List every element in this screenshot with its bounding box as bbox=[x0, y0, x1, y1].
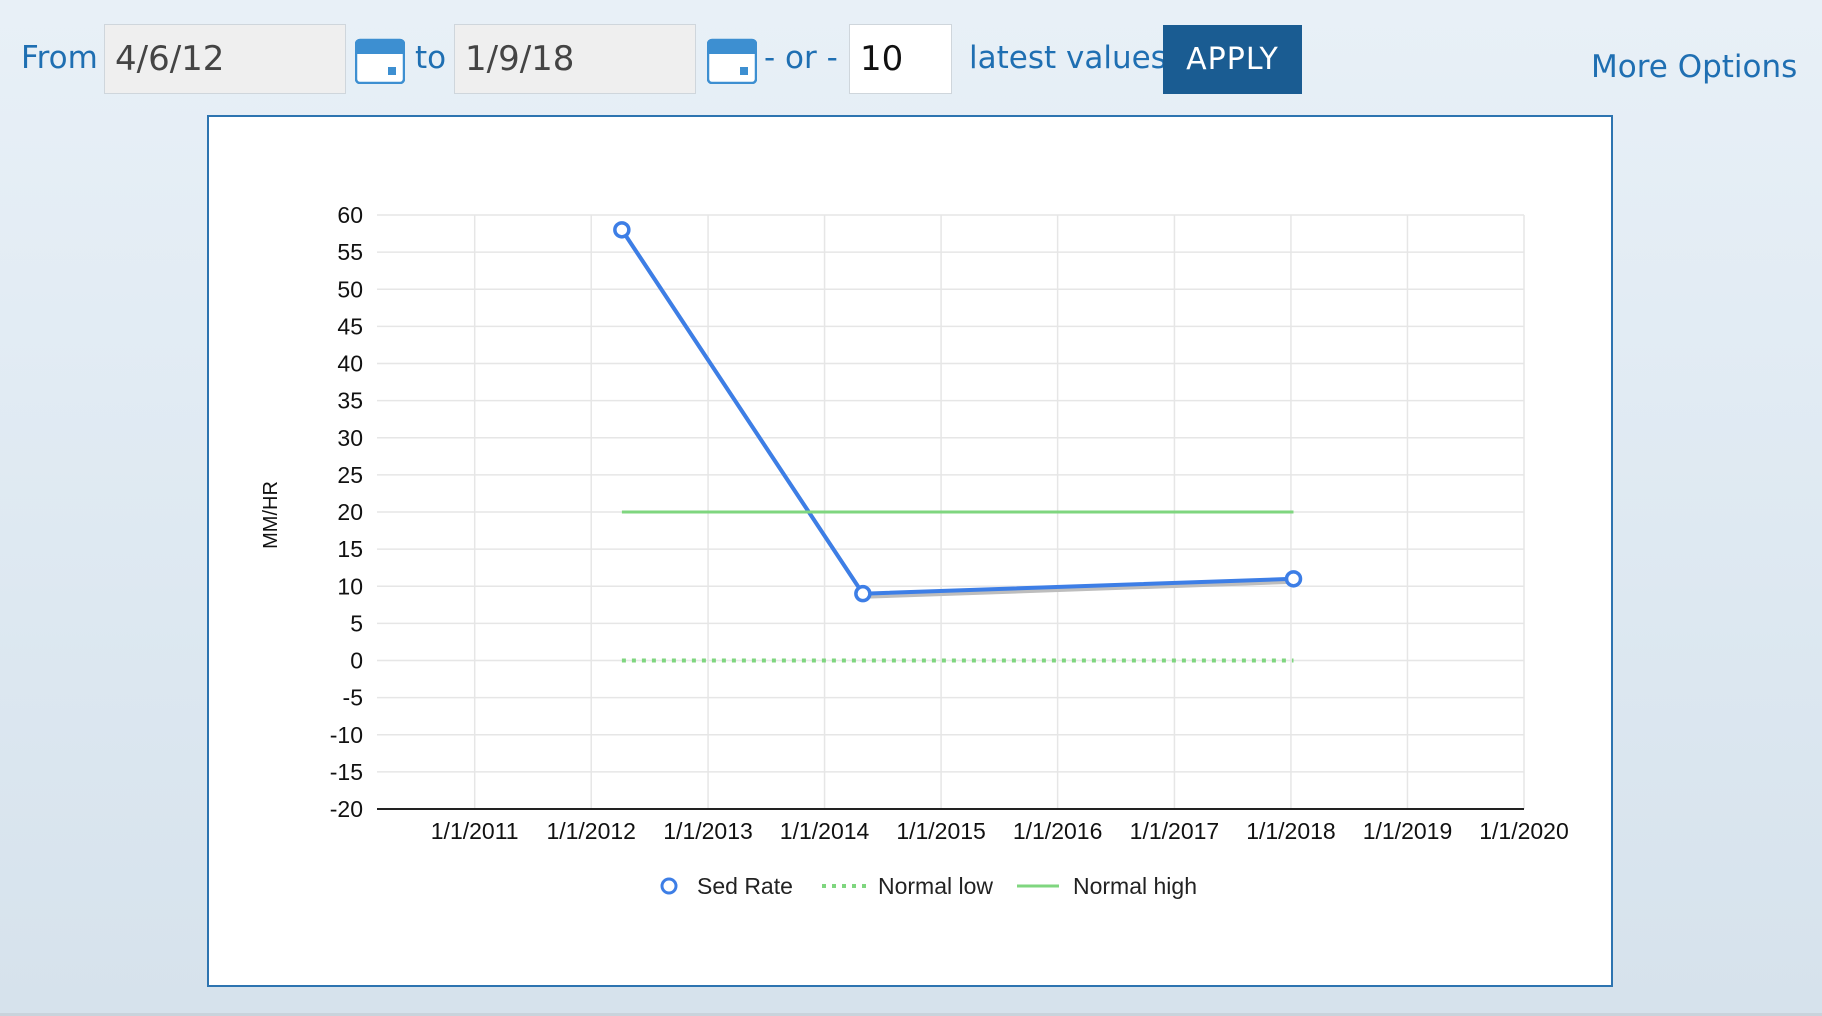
x-tick-label: 1/1/2012 bbox=[546, 818, 636, 844]
x-tick-label: 1/1/2019 bbox=[1363, 818, 1453, 844]
calendar-icon[interactable] bbox=[354, 36, 406, 85]
chart-panel: 60 55 50 45 40 35 30 25 20 15 10 5 0 -5 -10 -15 -20 1/1/… bbox=[207, 115, 1613, 987]
y-tick-label: 15 bbox=[337, 536, 363, 562]
x-tick-label: 1/1/2011 bbox=[431, 818, 519, 844]
chart-grid bbox=[377, 214, 1525, 809]
legend-label-normal-low: Normal low bbox=[878, 873, 993, 899]
y-tick-label: -10 bbox=[330, 722, 363, 748]
y-tick-label: -15 bbox=[330, 759, 363, 785]
x-tick-label: 1/1/2018 bbox=[1246, 818, 1336, 844]
chart-legend: Sed Rate Normal low Normal high bbox=[660, 873, 1197, 899]
y-tick-label: 45 bbox=[337, 313, 363, 339]
data-point bbox=[854, 584, 872, 603]
latest-values-label: latest values bbox=[969, 40, 1167, 76]
latest-count-input[interactable]: 10 bbox=[849, 24, 952, 94]
sed-rate-shadow bbox=[622, 231, 1296, 599]
sed-rate-line bbox=[620, 228, 1294, 596]
y-tick-label: 25 bbox=[337, 462, 363, 488]
y-tick-label: 40 bbox=[337, 351, 363, 377]
x-tick-label: 1/1/2017 bbox=[1130, 818, 1220, 844]
x-tick-label: 1/1/2014 bbox=[780, 818, 870, 844]
y-tick-label: 50 bbox=[337, 276, 363, 302]
y-tick-label: 30 bbox=[337, 425, 363, 451]
y-tick-label: -20 bbox=[330, 796, 363, 822]
filter-bar: From 4/6/12 to 1/9/18 - or - 10 latest v… bbox=[0, 0, 1822, 110]
y-tick-label: 60 bbox=[337, 202, 363, 228]
y-tick-label: 55 bbox=[337, 239, 363, 265]
calendar-icon[interactable] bbox=[706, 36, 758, 85]
from-label: From bbox=[21, 40, 98, 76]
y-tick-label: 35 bbox=[337, 388, 363, 414]
y-tick-label: 5 bbox=[350, 610, 363, 636]
from-date-input[interactable]: 4/6/12 bbox=[104, 24, 346, 94]
chart-series bbox=[613, 221, 1303, 663]
y-tick-label: -5 bbox=[343, 685, 363, 711]
x-axis-ticks: 1/1/2011 1/1/2012 1/1/2013 1/1/2014 1/1/2015… bbox=[431, 818, 1569, 844]
legend-marker bbox=[660, 877, 678, 895]
data-point bbox=[1284, 570, 1303, 588]
more-options-link[interactable]: More Options bbox=[1591, 49, 1798, 85]
or-label: - or - bbox=[764, 40, 838, 76]
to-date-input[interactable]: 1/9/18 bbox=[454, 24, 696, 94]
legend-label-sed-rate: Sed Rate bbox=[697, 873, 793, 899]
y-tick-label: 20 bbox=[337, 499, 363, 525]
x-tick-label: 1/1/2020 bbox=[1479, 818, 1569, 844]
y-tick-label: 10 bbox=[337, 573, 363, 599]
legend-label-normal-high: Normal high bbox=[1073, 873, 1197, 899]
x-tick-label: 1/1/2016 bbox=[1013, 818, 1103, 844]
x-tick-label: 1/1/2013 bbox=[663, 818, 753, 844]
y-tick-label: 0 bbox=[350, 648, 363, 674]
x-tick-label: 1/1/2015 bbox=[896, 818, 986, 844]
data-point bbox=[613, 221, 631, 239]
page-divider bbox=[0, 1013, 1822, 1016]
y-axis-label: MM/HR bbox=[260, 481, 282, 549]
to-label: to bbox=[415, 40, 447, 76]
apply-button[interactable]: APPLY bbox=[1163, 25, 1302, 94]
